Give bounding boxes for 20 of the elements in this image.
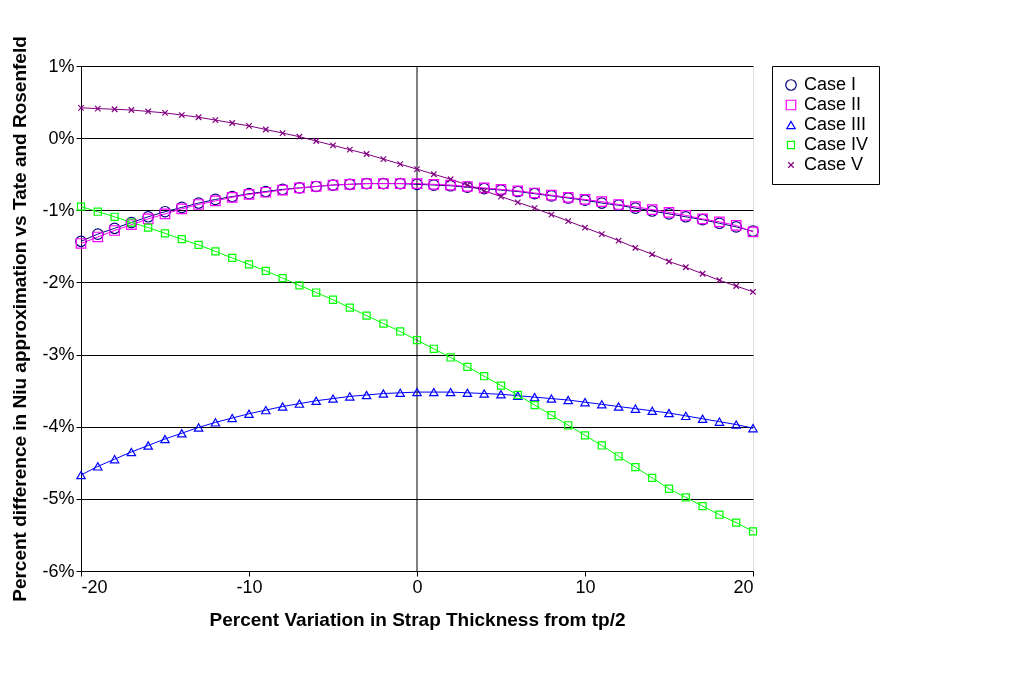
x-tick-label: 20 [733,576,754,597]
y-tick-label: -1% [42,199,75,220]
x-tick-label: 0 [412,576,423,597]
y-tick-label: -2% [42,271,75,292]
legend-label: Case IV [804,134,869,154]
y-tick-label: -5% [42,488,75,509]
legend-label: Case V [804,154,864,174]
x-axis-title: Percent Variation in Strap Thickness from tp/2 [209,608,626,630]
y-tick-label: 0% [48,127,75,148]
x-tick-label: -20 [81,576,108,597]
y-tick-label: 1% [48,55,75,76]
legend-label: Case II [804,94,862,114]
y-tick-label: -3% [42,344,75,365]
x-tick-label: 10 [575,576,596,597]
y-tick-label: -6% [42,560,75,581]
x-tick-label: -10 [236,576,263,597]
y-axis-title: Percent difference in Niu approximation vs Tate and Rosenfeld [9,36,31,602]
y-tick-label: -4% [42,416,75,437]
legend-label: Case III [804,114,867,134]
legend-label: Case I [804,74,857,94]
